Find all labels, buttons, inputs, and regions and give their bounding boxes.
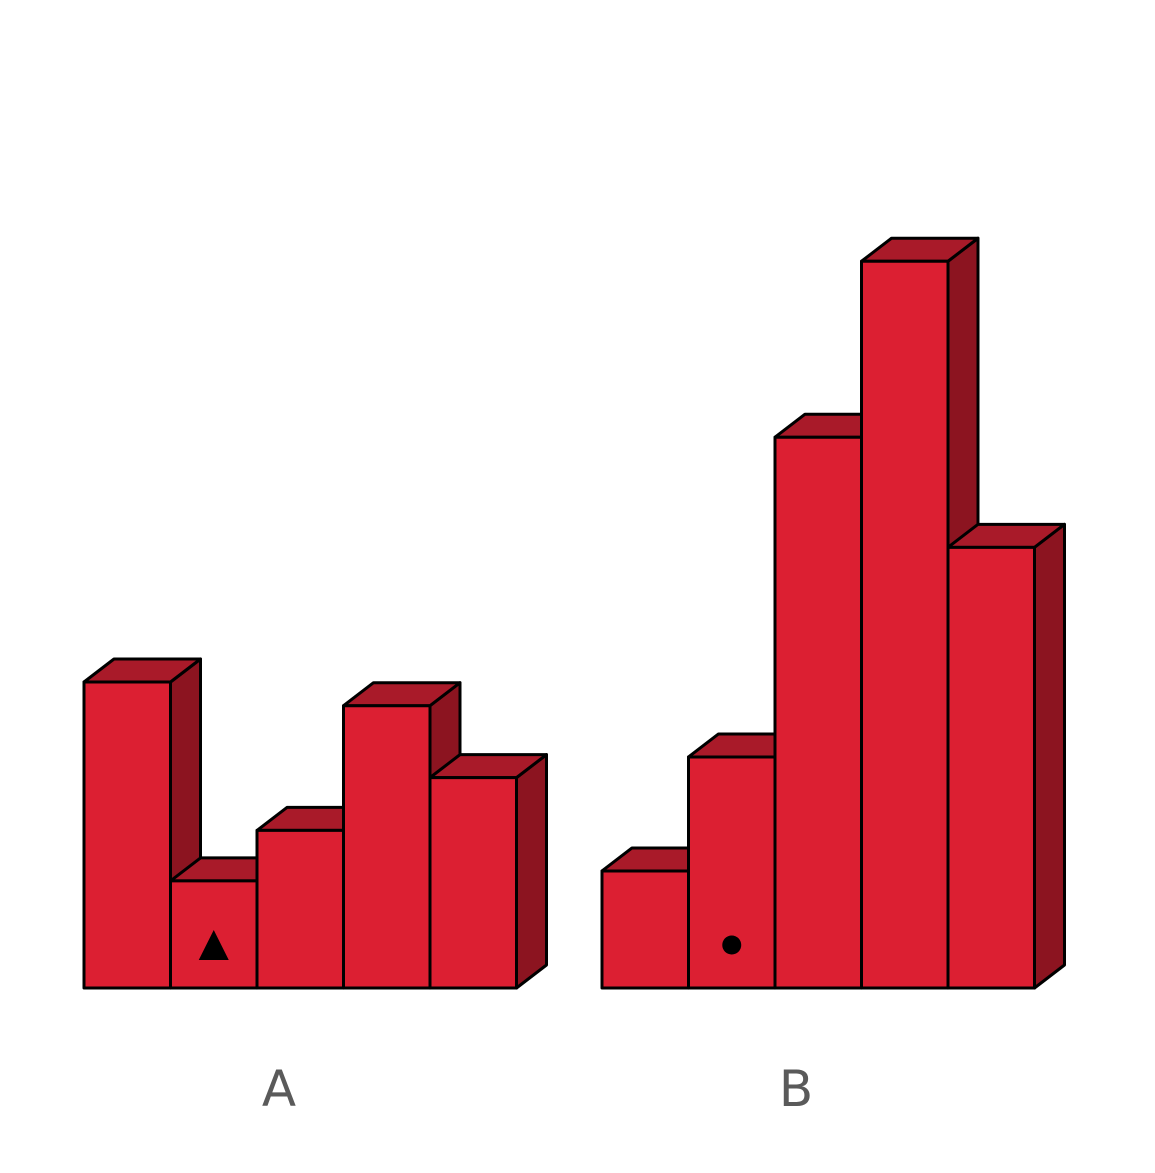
bar-side-face: [1035, 524, 1065, 988]
bar-group-a: [84, 659, 547, 988]
bar-front-face: [948, 547, 1035, 988]
bar-group-b: [602, 238, 1065, 988]
bar-front-face: [344, 706, 431, 988]
bar-front-face: [862, 261, 949, 988]
bar-front-face: [84, 682, 171, 988]
bar-b-5: [948, 524, 1065, 988]
bar-front-face: [430, 778, 517, 988]
bar-front-face: [602, 871, 689, 988]
group-label-a: A: [262, 1060, 296, 1118]
bar-side-face: [517, 755, 547, 988]
bar-a-5: [430, 755, 547, 988]
bar-front-face: [257, 830, 344, 988]
group-label-b: B: [779, 1060, 813, 1118]
circle-marker: [722, 936, 741, 955]
bar-front-face: [775, 437, 862, 988]
